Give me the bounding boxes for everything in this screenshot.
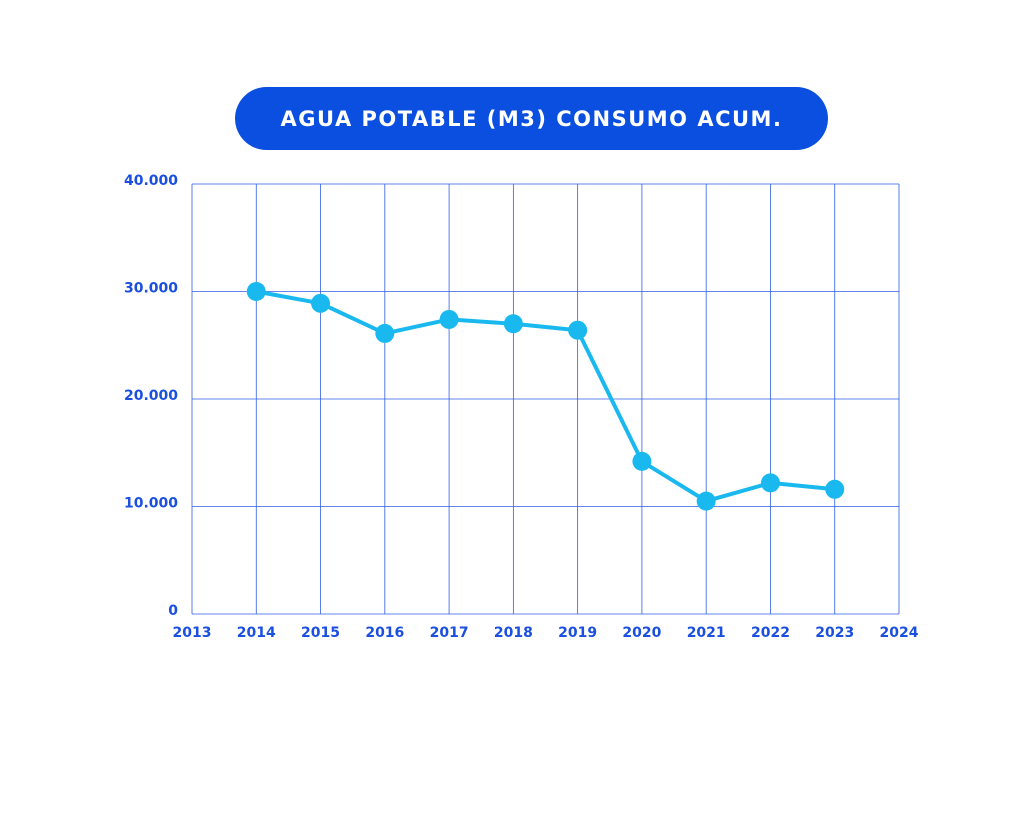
data-point [375,323,395,343]
x-tick-label: 2022 [751,625,790,641]
x-tick-label: 2018 [494,625,533,641]
series-line [254,289,837,504]
x-tick-label: 2019 [558,625,597,641]
chart-series [246,282,845,511]
data-point [760,473,780,493]
x-tick-label: 2017 [430,625,469,641]
data-point [439,309,459,329]
y-tick-label: 20.000 [124,388,178,404]
x-tick-label: 2023 [815,625,854,641]
y-tick-label: 0 [168,603,178,619]
y-tick-label: 40.000 [124,173,178,189]
data-point [696,491,716,511]
y-tick-label: 10.000 [124,496,178,512]
data-point [825,479,845,499]
axis-tick-labels: 2013 2014 2015 2016 2017 2018 2019 2020 2021 2022… [124,173,919,641]
x-tick-label: 2024 [880,625,919,641]
data-point [632,451,652,471]
chart-title-banner: AGUA POTABLE (M3) CONSUMO ACUM. [235,87,828,150]
y-tick-label: 30.000 [124,281,178,297]
data-point [503,314,523,334]
x-tick-label: 2020 [622,625,661,641]
data-point [311,293,331,313]
chart-grid [191,183,900,615]
x-tick-label: 2014 [237,625,276,641]
x-tick-label: 2015 [301,625,340,641]
x-tick-label: 2021 [687,625,726,641]
x-tick-label: 2013 [173,625,212,641]
data-point [568,320,588,340]
data-point [246,282,266,301]
x-tick-label: 2016 [365,625,404,641]
chart-title: AGUA POTABLE (M3) CONSUMO ACUM. [280,106,783,131]
